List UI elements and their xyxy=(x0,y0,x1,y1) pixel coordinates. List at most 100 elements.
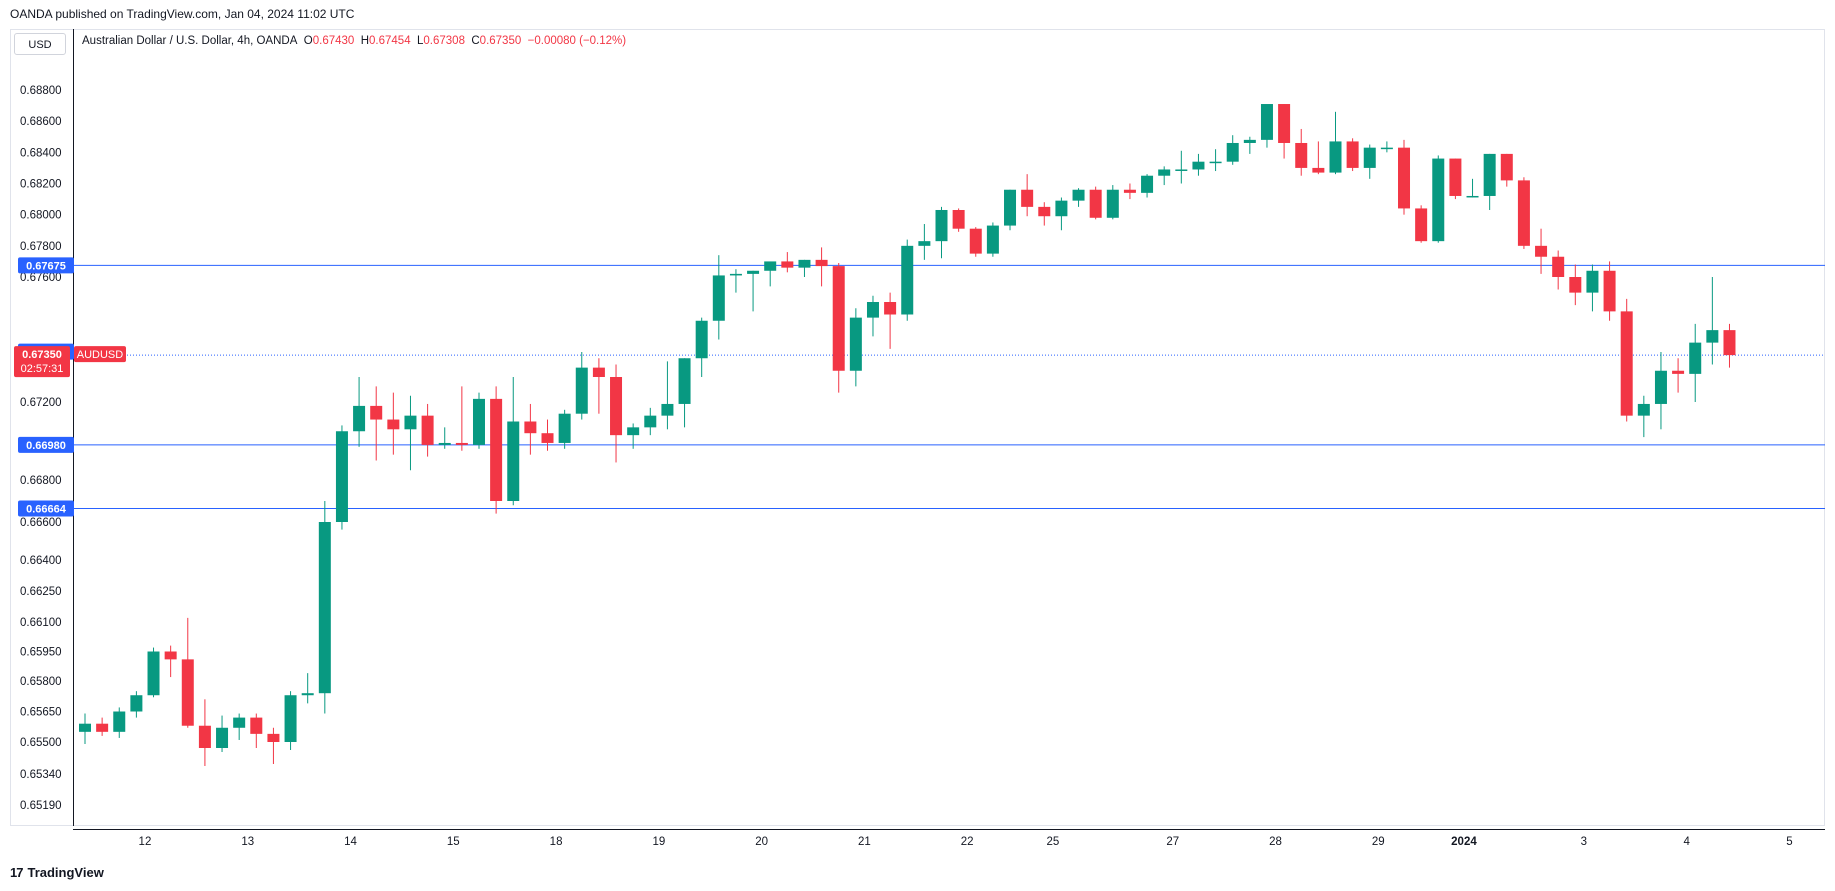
candle-body-up xyxy=(1106,189,1119,218)
candle-body-up xyxy=(1260,104,1273,140)
change-value: −0.00080 (−0.12%) xyxy=(527,35,627,47)
brand-name: TradingView xyxy=(27,865,104,880)
candle-body-down xyxy=(815,259,828,267)
symbol-label: AUDUSD xyxy=(77,349,124,361)
candle-body-down xyxy=(164,651,177,660)
countdown-label: 02:57:31 xyxy=(21,363,64,375)
x-tick-label: 18 xyxy=(550,836,563,848)
candle-body-down xyxy=(969,228,982,254)
candle-body-up xyxy=(1637,403,1650,416)
x-tick-label: 14 xyxy=(344,836,357,848)
candle-body-down xyxy=(1123,189,1136,193)
currency-button[interactable]: USD xyxy=(14,33,66,55)
close-value: 0.67350 xyxy=(479,35,522,47)
x-tick-label: 3 xyxy=(1581,836,1587,848)
candle-body-down xyxy=(1038,206,1051,217)
candle-body-down xyxy=(1415,208,1428,242)
candle-body-down xyxy=(832,266,845,371)
candle-body-down xyxy=(1089,189,1102,218)
x-tick-label: 27 xyxy=(1166,836,1179,848)
high-label: H xyxy=(360,35,370,47)
candle-body-down xyxy=(1552,256,1565,277)
candle-body-down xyxy=(952,209,965,229)
candle-body-up xyxy=(147,651,160,696)
price-axis-border xyxy=(73,29,74,826)
y-tick-label: 0.68400 xyxy=(20,147,62,159)
chart-legend: Australian Dollar / U.S. Dollar, 4h, OAN… xyxy=(82,35,626,47)
candle-body-up xyxy=(695,320,708,359)
candle-body-down xyxy=(387,419,400,430)
candle-body-down xyxy=(1500,153,1513,181)
candle-body-down xyxy=(455,442,468,445)
candle-body-up xyxy=(901,245,914,315)
candle-body-down xyxy=(1603,270,1616,312)
candle-body-up xyxy=(1432,158,1445,242)
candle-body-up xyxy=(233,717,246,728)
candle-body-up xyxy=(284,695,297,742)
candle-body-down xyxy=(96,723,109,732)
x-tick-label: 4 xyxy=(1683,836,1690,848)
candle-body-up xyxy=(1158,169,1171,176)
candle-body-down xyxy=(1312,167,1325,173)
candle-body-up xyxy=(301,693,314,696)
candle-body-down xyxy=(181,659,194,726)
candle-body-down xyxy=(610,377,623,436)
symbol-title[interactable]: Australian Dollar / U.S. Dollar, 4h, OAN… xyxy=(82,35,298,47)
x-tick-label: 15 xyxy=(447,836,460,848)
x-tick-label: 25 xyxy=(1046,836,1059,848)
candle-body-up xyxy=(113,711,126,732)
candle-body-up xyxy=(1689,342,1702,374)
candle-body-up xyxy=(1175,169,1188,171)
chart-frame xyxy=(10,29,1825,826)
y-tick-label: 0.67600 xyxy=(20,272,62,284)
time-axis-border xyxy=(73,829,1825,830)
candle-body-up xyxy=(1483,153,1496,196)
y-tick-label: 0.66100 xyxy=(20,617,62,629)
candle-body-down xyxy=(490,398,503,501)
tradingview-brand[interactable]: 17 TradingView xyxy=(10,865,104,880)
candle-body-up xyxy=(1209,161,1222,164)
high-value: 0.67454 xyxy=(369,35,411,47)
candle-body-down xyxy=(250,717,263,734)
tradingview-logo-icon: 17 xyxy=(10,865,24,880)
candle-body-down xyxy=(267,733,280,742)
candle-body-down xyxy=(370,405,383,420)
candle-body-down xyxy=(198,725,211,748)
level-price-label-bg xyxy=(18,257,74,274)
x-tick-label: 20 xyxy=(755,836,768,848)
candle-body-up xyxy=(661,403,674,416)
candle-body-up xyxy=(558,413,571,443)
candle-body-up xyxy=(729,273,742,276)
candle-body-up xyxy=(1226,142,1239,162)
candle-body-down xyxy=(1517,180,1530,246)
candle-body-up xyxy=(644,415,657,428)
x-tick-label: 19 xyxy=(652,836,665,848)
candle-body-up xyxy=(1654,370,1667,404)
candle-body-up xyxy=(849,317,862,371)
candle-body-up xyxy=(1141,175,1154,193)
level-price-label-bg xyxy=(18,436,74,453)
candle-body-up xyxy=(1380,147,1393,150)
close-label: C xyxy=(471,35,480,47)
candle-body-up xyxy=(335,431,348,522)
candle-body-up xyxy=(404,415,417,430)
candle-body-down xyxy=(1569,277,1582,293)
y-tick-label: 0.67200 xyxy=(20,397,62,409)
y-tick-label: 0.68200 xyxy=(20,179,62,191)
candle-body-up xyxy=(935,209,948,242)
candle-body-down xyxy=(1620,311,1633,416)
y-tick-label: 0.66400 xyxy=(20,555,62,567)
candle-body-down xyxy=(1398,147,1411,209)
candle-body-up xyxy=(1055,200,1068,217)
candle-body-down xyxy=(1278,104,1291,143)
published-note: OANDA published on TradingView.com, Jan … xyxy=(10,7,355,21)
candle-body-down xyxy=(1346,141,1359,168)
open-label: O xyxy=(303,35,313,47)
level-price-label: 0.67675 xyxy=(26,260,66,272)
candle-body-up xyxy=(712,275,725,321)
y-tick-label: 0.65800 xyxy=(20,676,62,688)
last-price-label: 0.67350 xyxy=(22,349,62,361)
y-tick-label: 0.66600 xyxy=(20,517,62,529)
candle-body-up xyxy=(1004,189,1017,226)
